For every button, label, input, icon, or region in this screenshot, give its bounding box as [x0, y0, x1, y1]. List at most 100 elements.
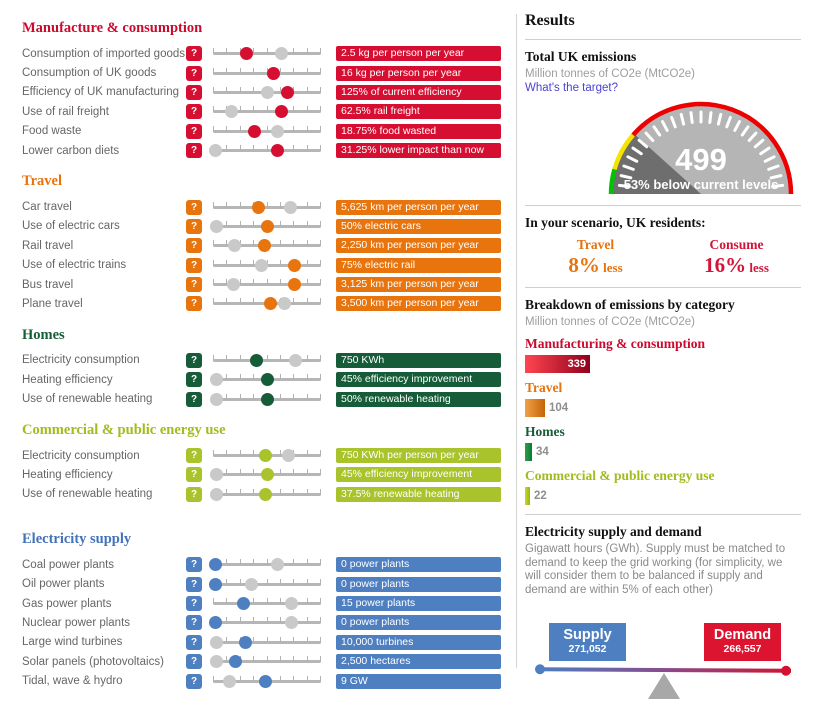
whats-the-target-link[interactable]: What's the target?	[525, 82, 618, 94]
help-button[interactable]: ?	[186, 143, 202, 159]
slider-knob[interactable]	[239, 47, 253, 61]
help-button[interactable]: ?	[186, 104, 202, 120]
slider-knob[interactable]	[260, 219, 274, 233]
slider-knob[interactable]	[260, 392, 274, 406]
slider-knob[interactable]	[259, 674, 273, 688]
slider[interactable]	[213, 596, 321, 611]
scenario-columns: Travel 8% less Consume 16% less	[525, 237, 801, 278]
slider-tick	[306, 656, 308, 663]
slider-tick	[279, 675, 281, 682]
slider[interactable]	[209, 487, 321, 502]
help-button[interactable]: ?	[186, 296, 202, 312]
slider-tick	[320, 259, 321, 266]
help-button[interactable]: ?	[186, 615, 202, 631]
slider-knob[interactable]	[229, 655, 243, 669]
breakdown-bar-row: 34	[525, 443, 801, 461]
help-button[interactable]: ?	[186, 448, 202, 464]
breakdown-bar: 339	[525, 355, 590, 373]
slider[interactable]	[213, 124, 321, 139]
slider-tick	[253, 675, 255, 682]
slider-tick	[226, 393, 228, 400]
help-button[interactable]: ?	[186, 277, 202, 293]
help-button[interactable]: ?	[186, 654, 202, 670]
slider-knob[interactable]	[260, 468, 274, 482]
slider[interactable]	[213, 200, 321, 215]
slider-knob[interactable]	[266, 66, 280, 80]
slider-knob[interactable]	[274, 105, 288, 119]
help-button[interactable]: ?	[186, 46, 202, 62]
help-button[interactable]: ?	[186, 372, 202, 388]
slider-tick	[213, 106, 214, 113]
slider-knob[interactable]	[236, 597, 250, 610]
help-button[interactable]: ?	[186, 486, 202, 502]
breakdown-bars: Manufacturing & consumption 339 Travel 104 H…	[525, 336, 801, 505]
help-button[interactable]: ?	[186, 634, 202, 650]
slider[interactable]	[208, 577, 321, 592]
help-button[interactable]: ?	[186, 218, 202, 234]
slider[interactable]	[213, 258, 321, 273]
slider-knob[interactable]	[208, 616, 222, 630]
help-button[interactable]: ?	[186, 467, 202, 483]
slider[interactable]	[213, 448, 321, 463]
slider[interactable]	[213, 85, 321, 100]
slider-knob[interactable]	[281, 85, 295, 99]
slider-knob[interactable]	[263, 297, 277, 311]
help-button[interactable]: ?	[186, 257, 202, 273]
slider-tick	[293, 125, 295, 132]
help-button[interactable]: ?	[186, 84, 202, 100]
help-button[interactable]: ?	[186, 123, 202, 139]
slider-knob[interactable]	[260, 373, 274, 387]
slider[interactable]	[209, 372, 321, 387]
slider-knob[interactable]	[208, 558, 222, 572]
section-title-electricity: Electricity supply	[22, 531, 132, 548]
slider[interactable]	[213, 674, 321, 689]
slider-tick	[306, 67, 308, 74]
slider-tick	[279, 450, 281, 457]
slider[interactable]	[213, 277, 321, 292]
slider-row: Electricity consumption? 750 KWh	[22, 351, 516, 370]
help-button[interactable]: ?	[186, 199, 202, 215]
slider-row: Heating efficiency? 45% efficiency improv…	[22, 465, 516, 484]
slider[interactable]	[208, 143, 321, 158]
slider[interactable]	[208, 615, 321, 630]
slider[interactable]	[213, 46, 321, 61]
help-button[interactable]: ?	[186, 576, 202, 592]
slider[interactable]	[208, 557, 321, 572]
help-button[interactable]: ?	[186, 673, 202, 689]
slider[interactable]	[209, 654, 321, 669]
help-button[interactable]: ?	[186, 65, 202, 81]
help-button[interactable]: ?	[186, 352, 202, 368]
demand-value: 266,557	[723, 643, 762, 656]
slider-knob[interactable]	[247, 124, 261, 138]
slider-tick	[293, 469, 295, 476]
help-button[interactable]: ?	[186, 596, 202, 611]
slider[interactable]	[213, 66, 321, 81]
seesaw-beam	[538, 667, 792, 674]
slider[interactable]	[213, 353, 321, 368]
slider-knob[interactable]	[259, 487, 273, 501]
slider[interactable]	[213, 296, 321, 311]
slider[interactable]	[209, 467, 321, 482]
slider-knob[interactable]	[238, 635, 252, 649]
slider-knob[interactable]	[208, 577, 222, 591]
slider-knob[interactable]	[259, 449, 273, 463]
breakdown-category-label: Travel	[525, 380, 563, 395]
slider-tick	[226, 240, 228, 247]
slider-knob[interactable]	[251, 200, 265, 214]
help-button[interactable]: ?	[186, 557, 202, 573]
emissions-gauge: 499 53% below current levels	[607, 100, 795, 196]
slider[interactable]	[209, 635, 321, 650]
slider-knob[interactable]	[271, 144, 285, 158]
slider[interactable]	[209, 219, 321, 234]
help-button[interactable]: ?	[186, 238, 202, 254]
slider-knob[interactable]	[249, 353, 263, 367]
slider[interactable]	[213, 238, 321, 253]
slider-knob[interactable]	[287, 278, 301, 292]
slider[interactable]	[209, 392, 321, 407]
slider-knob[interactable]	[258, 239, 272, 253]
slider-label: Heating efficiency	[22, 468, 113, 481]
slider-tick	[253, 450, 255, 457]
slider[interactable]	[213, 104, 321, 119]
slider-knob[interactable]	[287, 258, 301, 272]
help-button[interactable]: ?	[186, 391, 202, 407]
